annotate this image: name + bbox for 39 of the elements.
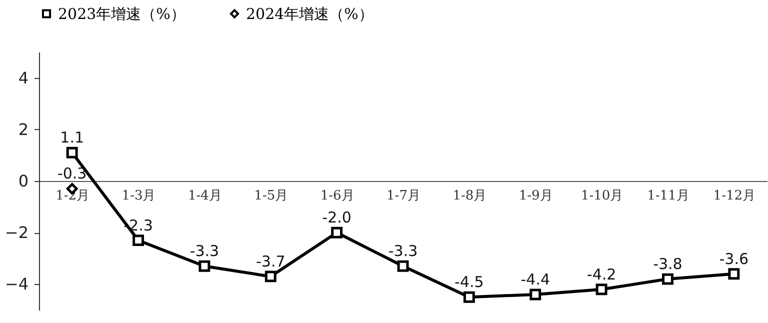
- point: [463, 291, 475, 303]
- data-label: -3.3: [190, 242, 220, 260]
- data-label: -0.3: [57, 164, 87, 183]
- y-tick-label: 0: [18, 172, 28, 190]
- data-label: -4.2: [586, 265, 616, 284]
- y-tick-label: −2: [4, 223, 28, 242]
- point: [264, 270, 276, 282]
- x-tick-label: 1-12月: [713, 188, 756, 204]
- point: [728, 268, 740, 280]
- data-label: -3.8: [653, 255, 682, 274]
- x-tick-label: 1-3月: [122, 188, 156, 204]
- x-tick-label: 1-6月: [320, 188, 354, 204]
- x-tick-label: 1-7月: [386, 188, 420, 204]
- x-tick-label: 1-9月: [518, 188, 553, 204]
- point: [66, 146, 78, 158]
- legend-label: 2024年增速（%）: [246, 4, 374, 23]
- data-label: -4.5: [454, 273, 484, 292]
- x-tick-label: 1-5月: [254, 188, 288, 204]
- x-tick-label: 1-8月: [452, 188, 487, 204]
- point: [596, 284, 608, 296]
- data-label: -2.0: [322, 208, 352, 227]
- data-label: 1.1: [60, 128, 84, 147]
- point: [198, 260, 210, 272]
- data-label: -3.6: [719, 250, 749, 268]
- x-tick-label: 1-4月: [188, 188, 222, 204]
- y-tick-label: −4: [4, 274, 28, 294]
- point: [331, 226, 343, 238]
- data-label: -3.3: [388, 242, 418, 260]
- data-label: -4.4: [520, 270, 550, 289]
- legend-label: 2023年增速（%）: [58, 4, 186, 23]
- point: [397, 260, 409, 272]
- y-tick-label: 4: [18, 68, 28, 88]
- point: [132, 234, 144, 246]
- y-tick-label: 2: [18, 120, 28, 139]
- x-tick-label: 1-11月: [647, 188, 690, 204]
- x-tick-label: 1-10月: [580, 188, 624, 204]
- data-label: -3.7: [256, 252, 286, 270]
- point: [662, 273, 674, 285]
- point: [530, 288, 542, 300]
